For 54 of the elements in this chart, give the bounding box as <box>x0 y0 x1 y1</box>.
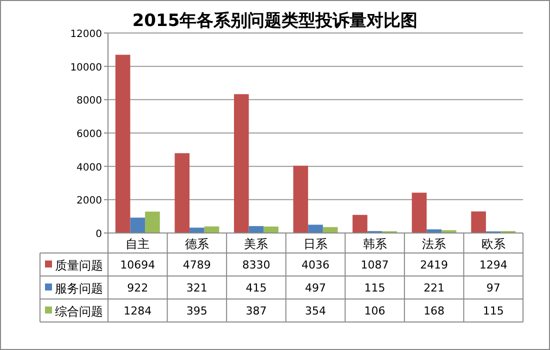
bar <box>234 94 249 233</box>
bar <box>264 226 278 233</box>
data-label: 321 <box>186 282 208 294</box>
bar <box>471 211 486 233</box>
data-label: 4036 <box>302 258 330 272</box>
chart-title: 2015年各系别问题类型投诉量对比图 <box>132 11 418 31</box>
legend-label: 综合问题 <box>55 304 103 318</box>
data-label: 10694 <box>120 258 156 272</box>
data-label: 8330 <box>242 258 270 272</box>
data-label: 1284 <box>124 304 152 318</box>
data-label: 1294 <box>479 258 508 272</box>
x-tick-label: 日系 <box>304 237 328 251</box>
data-label: 922 <box>127 282 148 294</box>
y-tick-label: 10000 <box>70 62 102 74</box>
data-label: 97 <box>486 282 500 294</box>
bar <box>130 218 146 233</box>
bar <box>145 212 160 233</box>
x-tick-label: 韩系 <box>362 237 387 251</box>
bar <box>322 227 338 233</box>
legend-label: 质量问题 <box>55 258 103 272</box>
data-label: 415 <box>246 282 267 294</box>
data-label: 497 <box>305 282 326 294</box>
x-tick-label: 德系 <box>184 237 209 251</box>
bar <box>441 230 456 233</box>
bar <box>352 214 368 233</box>
bar <box>293 166 308 233</box>
x-tick-label: 自主 <box>126 237 150 251</box>
y-tick-label: 0 <box>96 229 102 240</box>
y-tick-label: 8000 <box>76 96 102 107</box>
x-tick-label: 法系 <box>422 237 446 251</box>
data-label: 106 <box>364 304 386 318</box>
data-label: 115 <box>364 282 386 294</box>
data-label: 221 <box>424 282 445 294</box>
data-label: 395 <box>186 304 208 318</box>
data-label: 1087 <box>360 258 389 272</box>
y-tick-label: 6000 <box>76 129 102 140</box>
bar <box>412 192 427 233</box>
bar <box>308 224 323 233</box>
x-tick-label: 美系 <box>244 237 268 251</box>
data-label: 2419 <box>420 258 448 272</box>
x-tick-label: 欧系 <box>481 237 506 251</box>
bar <box>115 54 130 233</box>
y-tick-label: 12000 <box>70 29 102 40</box>
y-tick-label: 4000 <box>76 162 102 174</box>
bar <box>190 228 204 233</box>
data-label: 115 <box>482 304 504 318</box>
legend-label: 服务问题 <box>55 282 103 296</box>
data-label: 387 <box>246 304 267 318</box>
data-label: 4789 <box>182 258 211 272</box>
bar <box>248 226 264 233</box>
data-label: 168 <box>424 304 445 318</box>
y-tick-label: 2000 <box>76 196 102 207</box>
data-label: 354 <box>305 304 326 318</box>
bar <box>174 153 190 233</box>
